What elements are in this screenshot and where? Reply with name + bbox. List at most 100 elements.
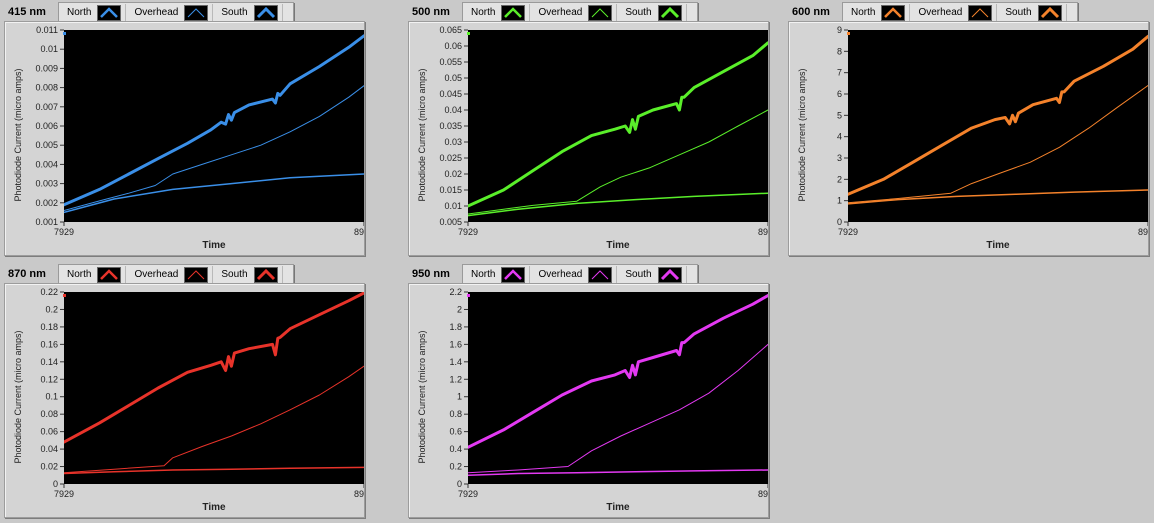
y-tick-label: 7 [837,68,842,78]
series-line-south [468,41,768,208]
chart-legend: North Overhead South [842,2,1078,24]
plot-area[interactable] [848,30,1148,222]
x-axis-label: Time [202,240,226,251]
plot-area[interactable] [468,292,768,484]
chart-title: 950 nm [412,268,450,280]
legend-label: North [471,7,496,18]
legend-swatch-north[interactable] [501,267,526,283]
legend-swatch-south[interactable] [253,5,278,21]
y-tick-label: 6 [837,89,842,99]
legend-item-overhead[interactable]: Overhead [909,4,996,22]
plot-area[interactable] [64,292,364,484]
legend-item-north[interactable]: North [59,266,125,284]
legend-swatch-south[interactable] [657,5,682,21]
legend-item-south[interactable]: South [616,266,685,284]
y-tick-label: 0.005 [439,217,462,227]
x-tick-label: 8952 [354,489,364,499]
y-tick-label: 0.4 [449,444,462,454]
plot-frame: Photodiode Current (micro amps) 0 0.02 0.04… [4,283,365,518]
y-tick-label: 0.003 [35,179,58,189]
legend-swatch-overhead[interactable] [588,5,613,21]
legend-swatch-overhead[interactable] [184,267,209,283]
legend-item-south[interactable]: South [616,4,685,22]
legend-swatch-north[interactable] [97,5,122,21]
legend-label: Overhead [909,4,968,22]
x-tick-label: 8952 [1138,227,1148,237]
chart-title: 870 nm [8,268,46,280]
cursor-marker [467,294,470,297]
legend-item-south[interactable]: South [996,4,1065,22]
y-tick-label: 0 [457,479,462,489]
y-tick-label: 0.01 [444,201,462,211]
legend-end-cap [1065,4,1077,22]
plot-area[interactable] [468,30,768,222]
y-tick-label: 8 [837,46,842,56]
y-tick-label: 0.01 [40,44,58,54]
chart-panel-415: 415 nm North Overhead South Photodiode Curre… [0,0,370,258]
series-line-overhead [64,365,364,474]
cursor-marker [847,32,850,35]
y-tick-label: 0.06 [40,427,58,437]
x-tick-label: 7929 [458,489,478,499]
legend-swatch-south[interactable] [1037,5,1062,21]
y-tick-label: 0.008 [35,83,58,93]
legend-item-north[interactable]: North [59,4,125,22]
y-tick-label: 0.045 [439,89,462,99]
series-line-north [64,466,364,475]
legend-swatch-north[interactable] [97,267,122,283]
x-axis-label: Time [606,240,630,251]
y-tick-label: 0.18 [40,322,58,332]
y-tick-label: 0.05 [444,73,462,83]
plot-frame: Photodiode Current (micro amps) 0 1 2 3 4 5 6 7 8… [788,21,1149,256]
legend-swatch-north[interactable] [881,5,906,21]
legend-item-overhead[interactable]: Overhead [125,266,212,284]
y-tick-label: 0.002 [35,198,58,208]
cursor-marker [63,294,66,297]
legend-label: Overhead [529,4,588,22]
y-tick-label: 1 [837,196,842,206]
legend-label: South [616,266,657,284]
chart-svg: 0 0.2 0.4 0.6 0.8 1 1.2 1.4 1.6 1.8 2 2.2 7929 8952 Ti… [449,287,768,513]
legend-item-overhead[interactable]: Overhead [529,4,616,22]
legend-swatch-overhead[interactable] [184,5,209,21]
y-tick-label: 0.015 [439,185,462,195]
y-tick-label: 0 [53,479,58,489]
y-tick-label: 0.12 [40,374,58,384]
legend-swatch-north[interactable] [501,5,526,21]
plot-frame: Photodiode Current (micro amps) 0.001 0.00… [4,21,365,256]
legend-swatch-overhead[interactable] [588,267,613,283]
cursor-marker [467,32,470,35]
chart-title: 600 nm [792,6,830,18]
y-tick-label: 0.14 [40,357,58,367]
y-tick-label: 0.6 [449,427,462,437]
legend-item-south[interactable]: South [212,266,281,284]
legend-item-north[interactable]: North [843,4,909,22]
legend-item-north[interactable]: North [463,266,529,284]
y-tick-label: 0.011 [36,25,58,35]
legend-item-overhead[interactable]: Overhead [529,266,616,284]
y-tick-label: 0.08 [40,409,58,419]
y-tick-label: 1.2 [449,374,462,384]
y-tick-label: 1.6 [449,339,462,349]
x-tick-label: 8952 [758,489,768,499]
legend-swatch-south[interactable] [253,267,278,283]
legend-swatch-overhead[interactable] [968,5,993,21]
series-line-north [848,189,1148,205]
legend-item-south[interactable]: South [212,4,281,22]
legend-label: North [67,269,92,280]
x-axis-label: Time [986,240,1010,251]
y-tick-label: 0.2 [449,462,462,472]
y-tick-label: 3 [837,153,842,163]
y-tick-label: 0.1 [45,392,58,402]
y-tick-label: 0.006 [35,121,58,131]
y-tick-label: 0.04 [444,105,462,115]
series-line-overhead [468,343,768,474]
y-tick-label: 2 [837,174,842,184]
legend-swatch-south[interactable] [657,267,682,283]
y-tick-label: 2.2 [449,287,462,297]
series-line-south [468,294,768,449]
legend-item-overhead[interactable]: Overhead [125,4,212,22]
y-tick-label: 0.02 [444,169,462,179]
y-tick-label: 0.02 [40,462,58,472]
legend-item-north[interactable]: North [463,4,529,22]
